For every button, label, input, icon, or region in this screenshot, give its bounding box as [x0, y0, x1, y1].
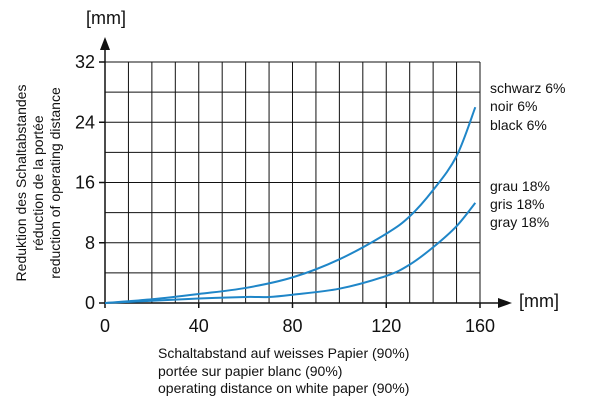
x-axis-label-line: portée sur papier blanc (90%): [158, 363, 342, 379]
series-line-gray: [104, 202, 477, 304]
x-axis-label-line: Schaltabstand auf weisses Papier (90%): [158, 345, 409, 361]
y-axis-label: Reduktion des Schaltabstandes réduction …: [13, 85, 63, 282]
series-layer: [104, 106, 477, 304]
x-axis-label-line: operating distance on white paper (90%): [158, 380, 409, 396]
x-axis-unit: [mm]: [519, 291, 559, 311]
y-axis-label-line: réduction de la portée: [30, 115, 46, 251]
y-tick-label: 16: [75, 173, 95, 193]
y-axis-arrow: [100, 37, 110, 50]
y-axis-unit: [mm]: [86, 8, 126, 28]
series-label-line: gris 18%: [490, 196, 544, 212]
series-line-black: [104, 106, 477, 304]
series-label-black: schwarz 6% noir 6% black 6%: [490, 80, 565, 133]
series-label-line: gray 18%: [490, 214, 549, 230]
y-axis-label-line: Reduktion des Schaltabstandes: [13, 85, 29, 282]
series-label-line: schwarz 6%: [490, 80, 565, 96]
series-label-line: black 6%: [490, 117, 547, 133]
x-tick-label: 120: [371, 316, 401, 336]
y-axis-label-line: reduction of operating distance: [47, 87, 63, 279]
axes: [99, 37, 512, 308]
x-axis-arrow: [498, 298, 512, 308]
x-axis-label: Schaltabstand auf weisses Papier (90%) p…: [158, 345, 409, 396]
y-tick-label: 8: [85, 233, 95, 253]
y-tick-label: 24: [75, 112, 95, 132]
tick-labels: 0 40 80 120 160 0 8 16 24 32: [75, 52, 495, 336]
x-tick-label: 0: [100, 316, 110, 336]
x-tick-label: 160: [465, 316, 495, 336]
series-label-line: grau 18%: [490, 178, 550, 194]
x-tick-label: 40: [189, 316, 209, 336]
grid: [104, 61, 481, 304]
y-tick-label: 32: [75, 52, 95, 72]
y-tick-label: 0: [85, 293, 95, 313]
x-tick-label: 80: [282, 316, 302, 336]
series-label-gray: grau 18% gris 18% gray 18%: [490, 178, 550, 230]
series-label-line: noir 6%: [490, 98, 537, 114]
